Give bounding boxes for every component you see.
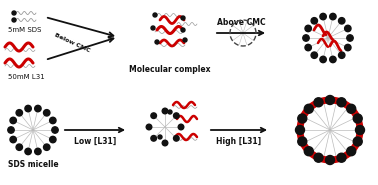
Circle shape bbox=[298, 114, 307, 123]
Circle shape bbox=[25, 105, 31, 112]
Circle shape bbox=[325, 156, 335, 164]
Text: SDS micelle: SDS micelle bbox=[8, 160, 58, 169]
Circle shape bbox=[330, 56, 336, 63]
Circle shape bbox=[10, 136, 16, 143]
Circle shape bbox=[320, 13, 326, 20]
Circle shape bbox=[304, 104, 313, 113]
Text: 5mM SDS: 5mM SDS bbox=[8, 27, 41, 33]
Circle shape bbox=[355, 125, 364, 134]
Circle shape bbox=[347, 104, 356, 113]
Circle shape bbox=[162, 140, 168, 146]
Circle shape bbox=[353, 114, 362, 123]
Circle shape bbox=[305, 44, 311, 51]
Circle shape bbox=[146, 124, 152, 130]
Text: Molecular complex: Molecular complex bbox=[129, 65, 211, 74]
Circle shape bbox=[345, 44, 351, 51]
Circle shape bbox=[347, 147, 356, 156]
Text: 50mM L31: 50mM L31 bbox=[8, 74, 45, 80]
Circle shape bbox=[52, 127, 58, 133]
Circle shape bbox=[181, 28, 185, 32]
Circle shape bbox=[296, 125, 305, 134]
Circle shape bbox=[320, 56, 326, 63]
Circle shape bbox=[339, 18, 345, 24]
Circle shape bbox=[181, 16, 185, 20]
Circle shape bbox=[43, 110, 50, 116]
Circle shape bbox=[178, 124, 184, 130]
Circle shape bbox=[43, 144, 50, 150]
Circle shape bbox=[10, 117, 16, 124]
Circle shape bbox=[330, 13, 336, 20]
Circle shape bbox=[345, 25, 351, 32]
Circle shape bbox=[347, 35, 353, 41]
Circle shape bbox=[314, 153, 323, 162]
Circle shape bbox=[153, 13, 157, 17]
Circle shape bbox=[174, 113, 179, 118]
Circle shape bbox=[298, 137, 307, 146]
Circle shape bbox=[311, 18, 318, 24]
Circle shape bbox=[12, 11, 16, 15]
Circle shape bbox=[8, 127, 14, 133]
Text: High [L31]: High [L31] bbox=[217, 137, 262, 146]
Circle shape bbox=[337, 98, 346, 107]
Circle shape bbox=[305, 25, 311, 32]
Circle shape bbox=[174, 136, 179, 141]
Circle shape bbox=[339, 52, 345, 58]
Circle shape bbox=[158, 135, 162, 139]
Circle shape bbox=[311, 52, 318, 58]
Circle shape bbox=[16, 110, 22, 116]
Circle shape bbox=[303, 35, 309, 41]
Circle shape bbox=[151, 136, 156, 141]
Text: Above CMC: Above CMC bbox=[217, 18, 265, 27]
Text: Below CMC: Below CMC bbox=[53, 33, 91, 53]
Circle shape bbox=[151, 113, 156, 118]
Circle shape bbox=[35, 148, 41, 155]
Circle shape bbox=[183, 38, 187, 42]
Circle shape bbox=[337, 153, 346, 162]
Circle shape bbox=[353, 137, 362, 146]
Circle shape bbox=[304, 147, 313, 156]
Text: Low [L31]: Low [L31] bbox=[74, 137, 116, 146]
Circle shape bbox=[151, 26, 155, 30]
Circle shape bbox=[50, 136, 56, 143]
Circle shape bbox=[168, 110, 172, 114]
Circle shape bbox=[25, 148, 31, 155]
Circle shape bbox=[16, 144, 22, 150]
Circle shape bbox=[35, 105, 41, 112]
Circle shape bbox=[50, 117, 56, 124]
Circle shape bbox=[162, 108, 168, 114]
Circle shape bbox=[325, 95, 335, 105]
Circle shape bbox=[155, 40, 159, 44]
Circle shape bbox=[12, 18, 16, 22]
Circle shape bbox=[314, 98, 323, 107]
